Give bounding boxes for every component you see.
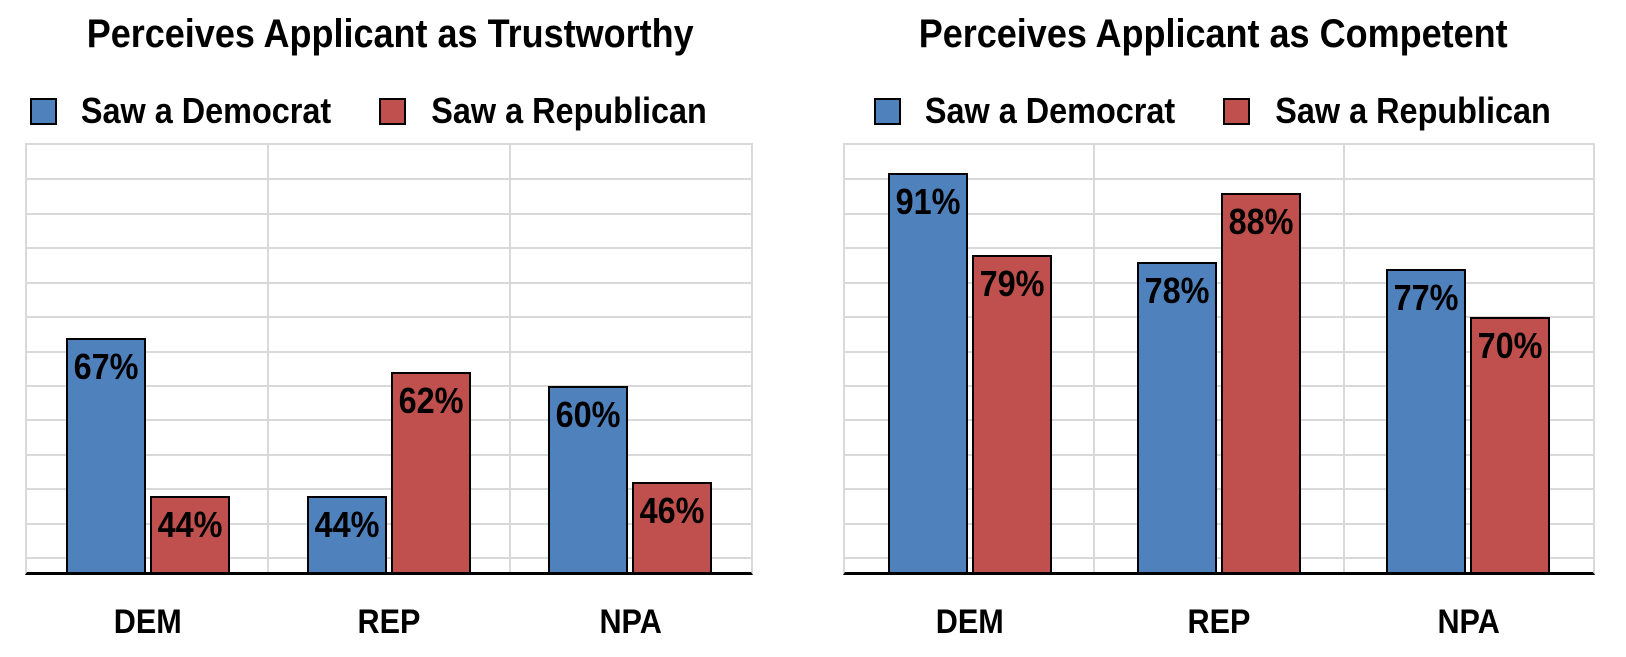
category-label-rep: REP	[1187, 602, 1251, 641]
legend-item-democrat: Saw a Democrat	[874, 91, 1189, 131]
bar-npa-democrat	[1386, 268, 1467, 572]
horizontal-gridline	[845, 350, 1593, 353]
data-label-dem-republican: 44%	[157, 504, 223, 546]
legend-swatch-icon	[1223, 97, 1251, 125]
data-label-rep-republican: 88%	[1228, 201, 1294, 243]
data-label-dem-democrat: 91%	[895, 180, 961, 222]
horizontal-gridline	[27, 212, 751, 215]
data-label-npa-republican: 70%	[1477, 325, 1543, 367]
legend-swatch-icon	[30, 97, 57, 125]
horizontal-gridline	[27, 178, 751, 181]
plot-area: 91% 79% 78% 88% 77% 70%	[843, 143, 1595, 575]
chart-title-text: Perceives Applicant as Trustworthy	[86, 12, 694, 56]
bar-rep-republican	[391, 372, 471, 572]
chart-title-text: Perceives Applicant as Competent	[918, 12, 1508, 56]
data-label-rep-democrat: 78%	[1144, 270, 1210, 312]
chart-title: Perceives Applicant as Trustworthy	[0, 10, 780, 58]
legend-label: Saw a Democrat	[924, 90, 1176, 131]
horizontal-gridline	[845, 212, 1593, 215]
bar-dem-republican	[971, 255, 1052, 572]
legend: Saw a Democrat Saw a Republican	[0, 90, 780, 132]
category-label-npa: NPA	[599, 602, 662, 641]
vertical-gridline	[267, 145, 270, 572]
legend-item-republican: Saw a Republican	[379, 91, 722, 131]
legend-item-republican: Saw a Republican	[1223, 91, 1566, 131]
horizontal-gridline	[27, 419, 751, 422]
horizontal-gridline	[27, 522, 751, 525]
bar-npa-republican	[1470, 317, 1551, 572]
chart-panel-competent: Perceives Applicant as Competent Saw a D…	[818, 0, 1608, 657]
x-axis-labels: DEM REP NPA	[845, 600, 1593, 644]
data-label-npa-democrat: 60%	[555, 394, 621, 436]
horizontal-gridline	[845, 281, 1593, 284]
bar-npa-democrat	[548, 386, 629, 572]
data-label-dem-republican: 79%	[979, 263, 1045, 305]
horizontal-gridline	[27, 453, 751, 456]
legend-item-democrat: Saw a Democrat	[30, 91, 345, 131]
horizontal-gridline	[27, 350, 751, 353]
horizontal-gridline	[845, 453, 1593, 456]
legend-swatch-icon	[874, 97, 901, 125]
vertical-gridline	[1342, 145, 1345, 572]
bar-dem-republican	[149, 496, 230, 572]
horizontal-gridline	[845, 316, 1593, 319]
legend-label: Saw a Republican	[1275, 90, 1551, 131]
category-label-dem: DEM	[935, 602, 1004, 641]
bar-rep-democrat	[1137, 262, 1217, 572]
plot-area: 67% 44% 44% 62% 60% 46%	[25, 143, 753, 575]
horizontal-gridline	[27, 557, 751, 560]
category-label-npa: NPA	[1437, 602, 1500, 641]
legend-label: Saw a Democrat	[80, 90, 332, 131]
horizontal-gridline	[845, 385, 1593, 388]
horizontal-gridline	[845, 488, 1593, 491]
horizontal-gridline	[27, 281, 751, 284]
data-label-rep-republican: 62%	[398, 380, 464, 422]
horizontal-gridline	[845, 178, 1593, 181]
horizontal-gridline	[27, 385, 751, 388]
bar-dem-democrat	[65, 337, 146, 572]
data-label-npa-democrat: 77%	[1393, 276, 1459, 318]
horizontal-gridline	[845, 557, 1593, 560]
legend-swatch-icon	[379, 97, 407, 125]
legend: Saw a Democrat Saw a Republican	[818, 90, 1608, 132]
horizontal-gridline	[27, 247, 751, 250]
chart-panel-trustworthy: Perceives Applicant as Trustworthy Saw a…	[0, 0, 780, 657]
bar-rep-republican	[1221, 193, 1301, 572]
chart-title: Perceives Applicant as Competent	[818, 10, 1608, 58]
horizontal-gridline	[845, 419, 1593, 422]
data-label-dem-democrat: 67%	[73, 345, 139, 387]
horizontal-gridline	[27, 316, 751, 319]
bar-npa-republican	[632, 482, 713, 572]
bar-rep-democrat	[307, 496, 387, 572]
vertical-gridline	[1093, 145, 1096, 572]
category-label-dem: DEM	[113, 602, 182, 641]
x-axis-labels: DEM REP NPA	[27, 600, 751, 644]
horizontal-gridline	[845, 247, 1593, 250]
horizontal-gridline	[27, 488, 751, 491]
category-label-rep: REP	[357, 602, 421, 641]
bar-dem-democrat	[887, 172, 968, 572]
legend-label: Saw a Republican	[431, 90, 707, 131]
horizontal-gridline	[845, 522, 1593, 525]
vertical-gridline	[508, 145, 511, 572]
data-label-rep-democrat: 44%	[314, 504, 380, 546]
data-label-npa-republican: 46%	[639, 490, 705, 532]
